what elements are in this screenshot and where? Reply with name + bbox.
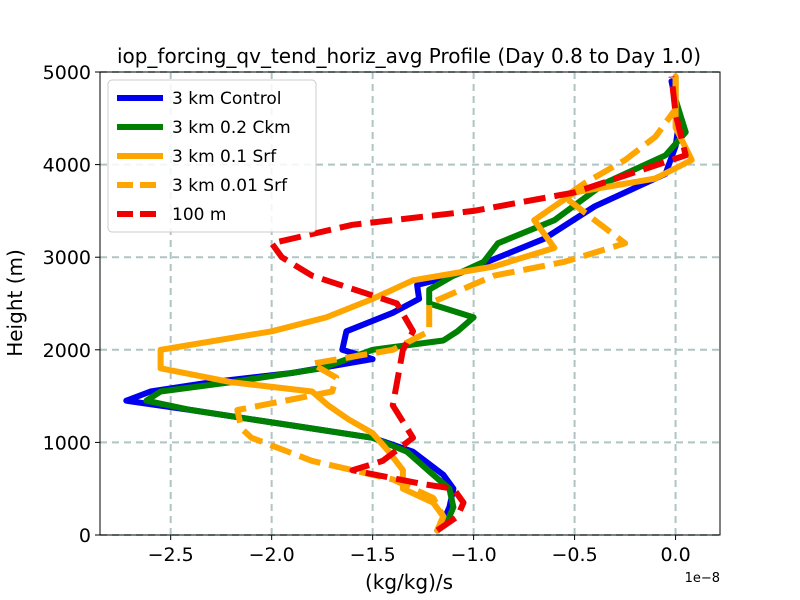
x-tick-label: −1.0	[451, 544, 497, 566]
y-tick-label: 4000	[43, 155, 91, 177]
legend-label-5: 100 m	[172, 205, 226, 225]
chart-title: iop_forcing_qv_tend_horiz_avg Profile (D…	[117, 44, 701, 68]
legend-label-1: 3 km Control	[172, 89, 281, 109]
y-tick-label: 1000	[43, 432, 91, 454]
x-tick-label: 0.0	[660, 544, 690, 566]
y-tick-label: 2000	[43, 340, 91, 362]
series-layer	[123, 73, 695, 534]
plot-frame	[99, 71, 721, 536]
legend-label-4: 3 km 0.01 Srf	[172, 176, 288, 196]
y-tick-label: 3000	[43, 247, 91, 269]
y-tick-label: 5000	[43, 62, 91, 84]
series-line-4	[234, 76, 679, 532]
x-tick-label: −2.0	[249, 544, 295, 566]
ticks: −2.5 −2.0 −1.5 −1.0 −0.5 0.0 0 1000 2000 3000 4000…	[43, 62, 691, 566]
y-axis-label: Height (m)	[3, 249, 27, 357]
series-line-2	[143, 73, 689, 534]
y-tick-label: 0	[79, 525, 91, 547]
x-tick-label: −1.5	[350, 544, 396, 566]
legend-box	[107, 79, 317, 233]
x-axis-label: (kg/kg)/s	[365, 570, 453, 594]
legend: 3 km Control 3 km 0.2 Ckm 3 km 0.1 Srf 3 km…	[107, 79, 317, 233]
legend-label-2: 3 km 0.2 Ckm	[172, 118, 291, 138]
series-line-5	[268, 76, 689, 533]
x-offset-label: 1e−8	[685, 571, 720, 586]
x-tick-label: −2.5	[148, 544, 194, 566]
x-tick-label: −0.5	[552, 544, 598, 566]
legend-label-3: 3 km 0.1 Srf	[172, 147, 277, 167]
